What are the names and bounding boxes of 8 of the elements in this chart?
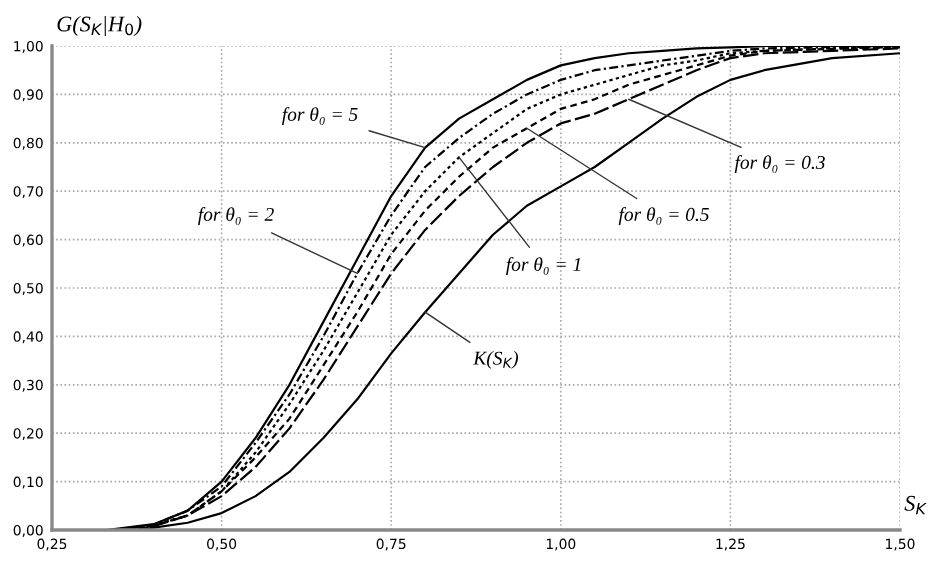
annotation: for θ₀ = 2 — [198, 207, 274, 225]
annotation: for θ₀ = 0.3 — [734, 155, 825, 173]
annotation: for θ₀ = 0.5 — [618, 207, 709, 225]
y-axis-title: G(S$_{K}$|H$_{0}$) — [57, 15, 142, 37]
annotation: K(S$_{K}$) — [473, 351, 519, 369]
annotation: for θ₀ = 5 — [282, 107, 358, 125]
x-axis-title: S$_{K}$ — [904, 495, 927, 515]
annotation: for θ₀ = 1 — [506, 257, 581, 275]
